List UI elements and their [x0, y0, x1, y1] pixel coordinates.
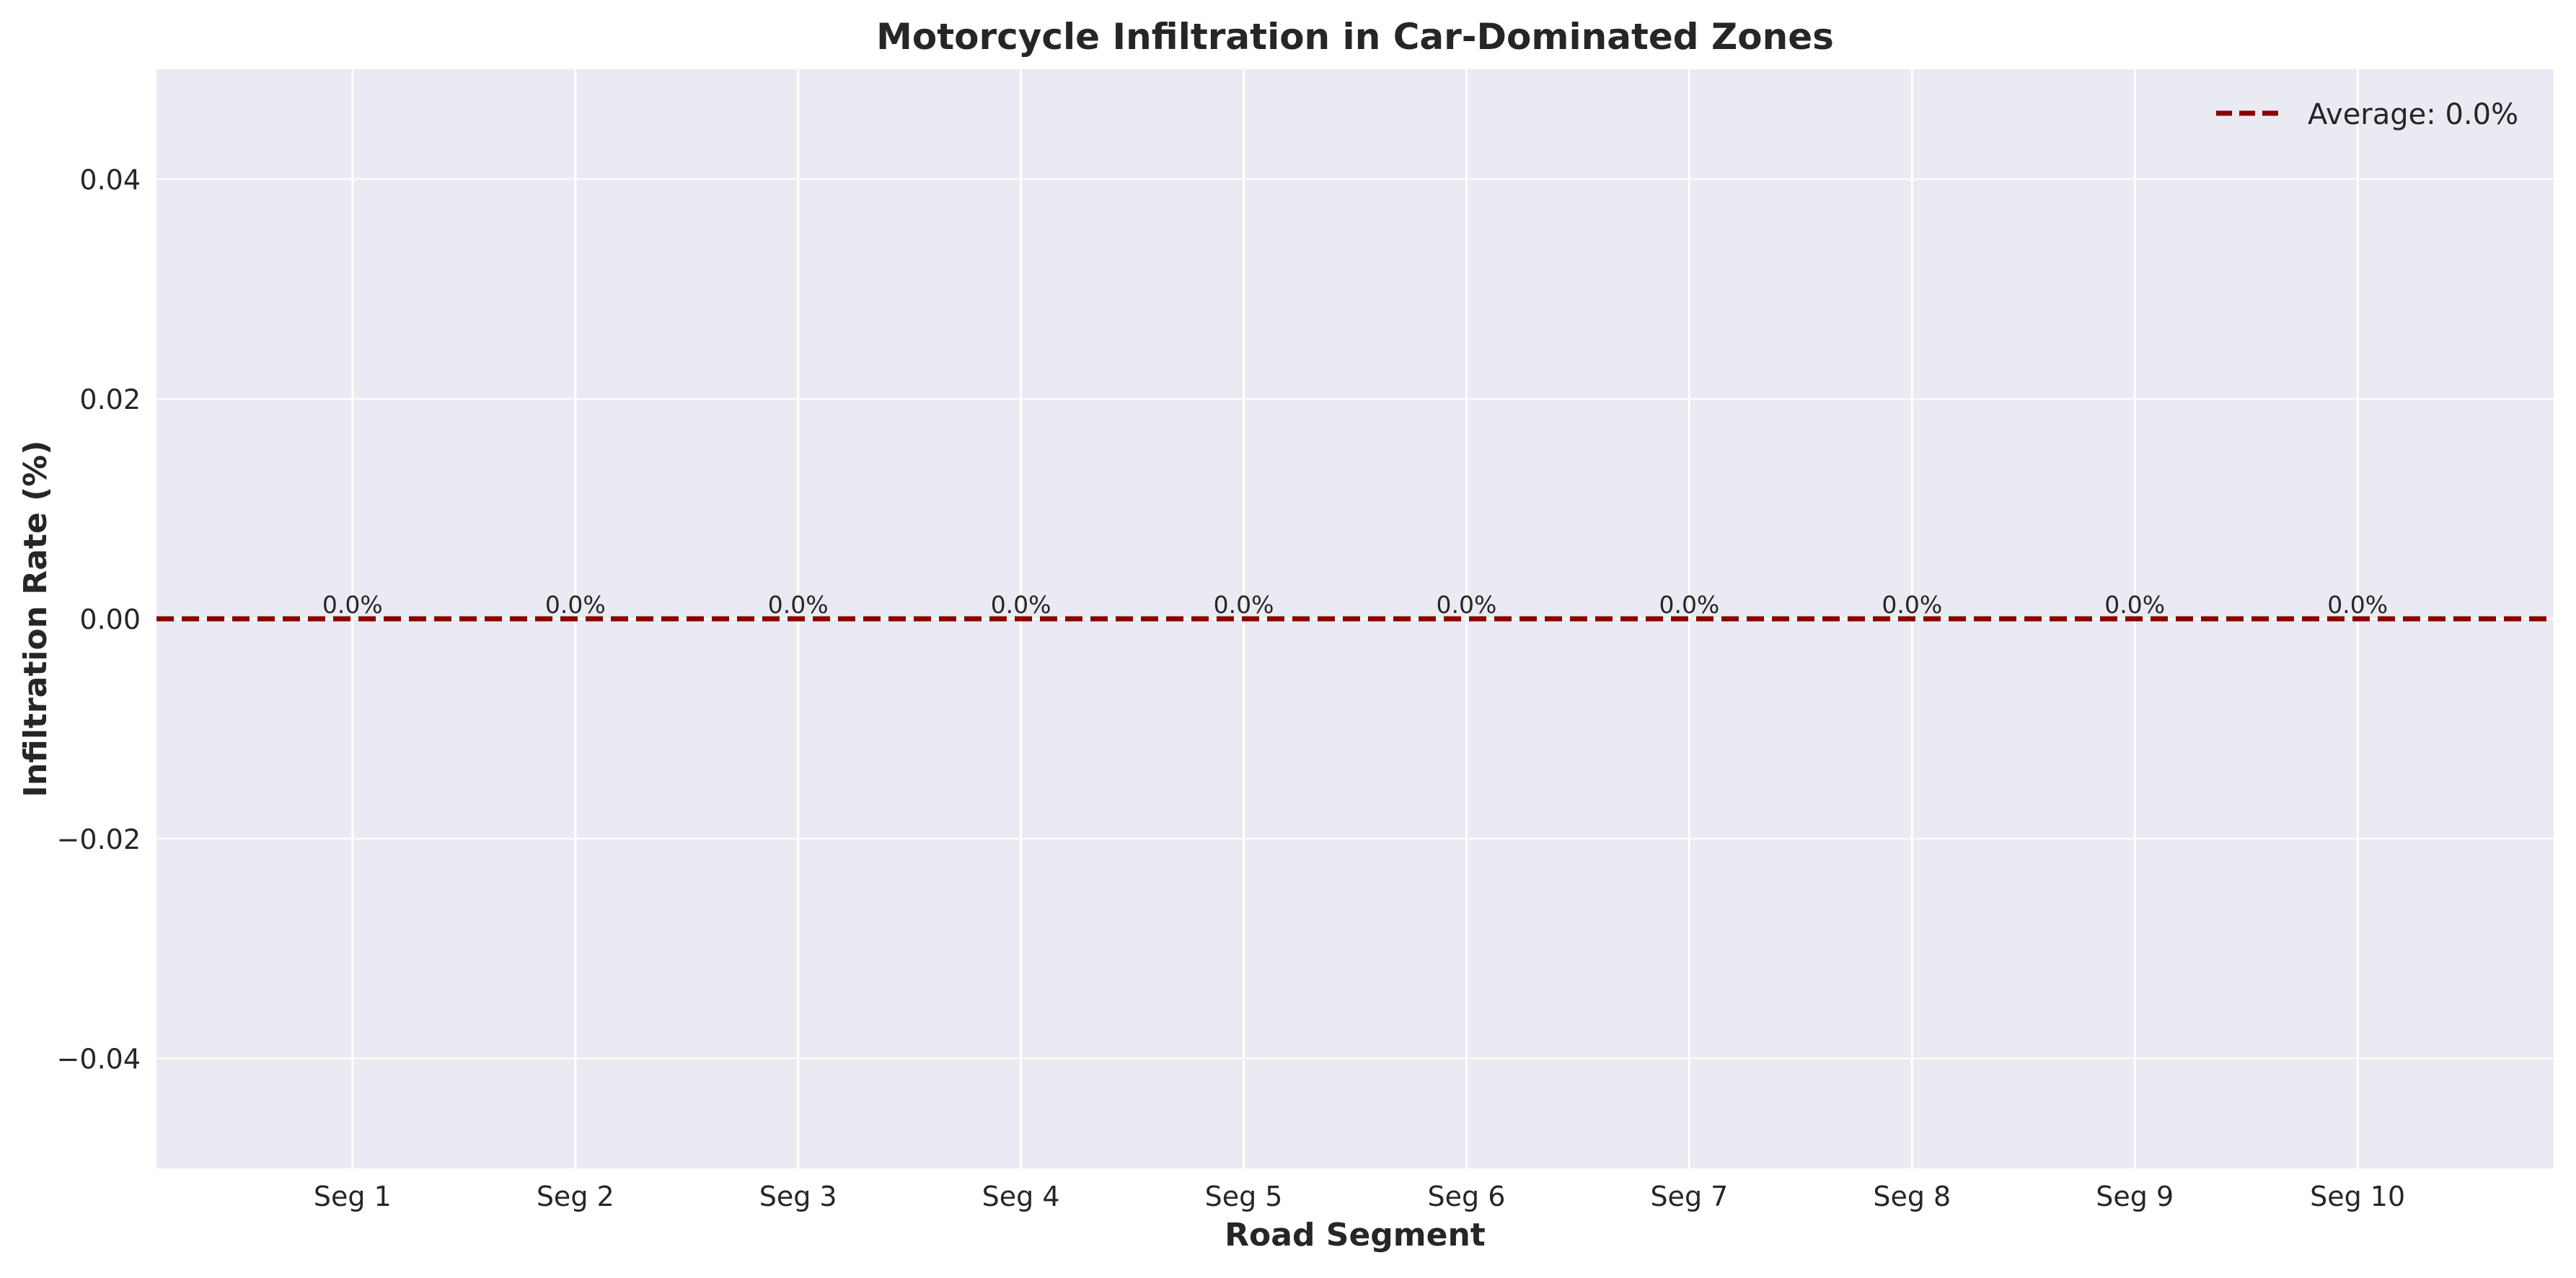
- x-tick-label: Seg 10: [2310, 1181, 2405, 1212]
- bar-value-label: 0.0%: [991, 591, 1051, 619]
- chart-title: Motorcycle Infiltration in Car-Dominated…: [876, 16, 1834, 58]
- y-tick-label: −0.04: [57, 1044, 141, 1075]
- y-tick-label: −0.02: [57, 824, 141, 855]
- x-tick-label: Seg 7: [1650, 1181, 1728, 1212]
- x-axis-ticks: Seg 1 Seg 2 Seg 3 Seg 4 Seg 5 Seg 6 Seg 7 Seg 8…: [314, 1181, 2405, 1212]
- x-tick-label: Seg 6: [1428, 1181, 1506, 1212]
- bar-value-label: 0.0%: [768, 591, 829, 619]
- x-tick-label: Seg 8: [1873, 1181, 1951, 1212]
- y-axis-ticks: −0.04 −0.02 0.00 0.02 0.04: [57, 164, 141, 1075]
- x-tick-label: Seg 9: [2096, 1181, 2174, 1212]
- x-axis-label: Road Segment: [1225, 1217, 1486, 1253]
- x-tick-label: Seg 1: [314, 1181, 392, 1212]
- bar-value-label: 0.0%: [322, 591, 383, 619]
- bar-value-label: 0.0%: [2327, 591, 2388, 619]
- x-tick-label: Seg 5: [1205, 1181, 1283, 1212]
- x-tick-label: Seg 3: [759, 1181, 837, 1212]
- bar-value-label: 0.0%: [1437, 591, 1497, 619]
- x-tick-label: Seg 2: [537, 1181, 614, 1212]
- data-labels: 0.0% 0.0% 0.0% 0.0% 0.0% 0.0% 0.0% 0.0% 0.0% 0.0%: [322, 591, 2388, 619]
- y-axis-label: Infiltration Rate (%): [17, 441, 54, 798]
- bar-value-label: 0.0%: [1659, 591, 1719, 619]
- bar-value-label: 0.0%: [1214, 591, 1274, 619]
- legend[interactable]: Average: 0.0%: [2216, 98, 2518, 131]
- y-tick-label: 0.02: [79, 384, 141, 415]
- legend-label-average: Average: 0.0%: [2308, 98, 2518, 131]
- bar-value-label: 0.0%: [545, 591, 606, 619]
- bar-value-label: 0.0%: [2104, 591, 2165, 619]
- y-tick-label: 0.00: [79, 604, 141, 635]
- bar-value-label: 0.0%: [1882, 591, 1942, 619]
- y-tick-label: 0.04: [79, 164, 141, 195]
- x-tick-label: Seg 4: [982, 1181, 1060, 1212]
